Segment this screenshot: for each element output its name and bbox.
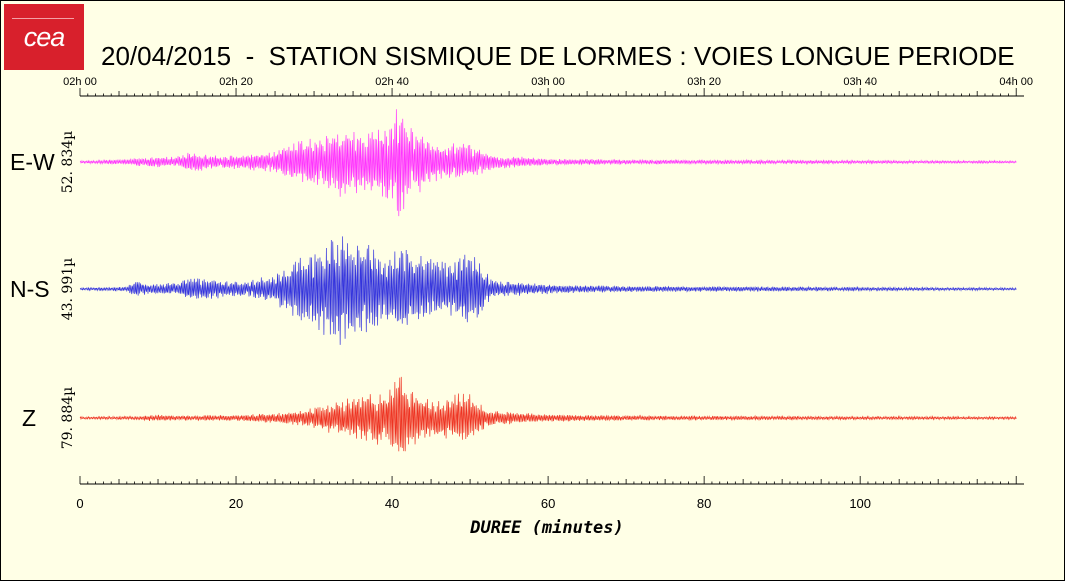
bottom-tick-label: 40 (385, 496, 399, 511)
top-time-axis: 02h 00 02h 20 02h 40 03h 00 03h 20 03h 40 04h … (63, 76, 1033, 97)
trace-z (79, 376, 1017, 452)
amplitude-label: 43. 991µ (60, 258, 76, 321)
channel-label: Z (22, 405, 36, 431)
channel-label: N-S (10, 276, 50, 302)
trace-n-s (79, 236, 1017, 345)
seismic-traces (79, 109, 1017, 452)
logo-text: cea (23, 22, 66, 52)
top-tick-label: 02h 40 (375, 76, 409, 88)
bottom-duration-axis: 0 20 40 60 80 100 DUREE (minutes) (76, 476, 1024, 538)
top-tick-label: 03h 00 (531, 76, 565, 88)
cea-logo: cea (4, 4, 84, 70)
top-tick-label: 04h 00 (999, 76, 1033, 88)
bottom-tick-label: 60 (541, 496, 555, 511)
bottom-tick-label: 0 (76, 496, 83, 511)
bottom-tick-label: 100 (849, 496, 871, 511)
top-tick-label: 02h 00 (63, 76, 97, 88)
x-axis-title: DUREE (minutes) (469, 518, 624, 538)
top-tick-label: 02h 20 (219, 76, 253, 88)
logo-decoration (12, 18, 74, 19)
channel-labels: E-W 52. 834µ N-S 43. 991µ Z 79. 884µ (10, 131, 76, 450)
top-tick-label: 03h 20 (687, 76, 721, 88)
top-tick-label: 03h 40 (843, 76, 877, 88)
amplitude-label: 79. 884µ (60, 387, 76, 450)
page-title: 20/04/2015 - STATION SISMIQUE DE LORMES … (101, 41, 1015, 71)
trace-e-w (79, 109, 1017, 217)
bottom-tick-label: 20 (229, 496, 243, 511)
channel-label: E-W (10, 149, 55, 175)
amplitude-label: 52. 834µ (60, 131, 76, 194)
bottom-tick-label: 80 (697, 496, 711, 511)
